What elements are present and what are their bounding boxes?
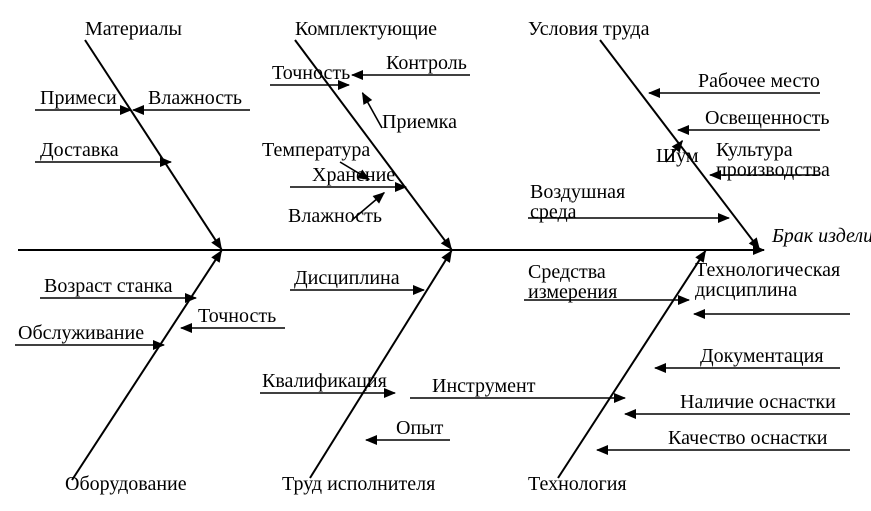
c-obsluzh-label: Обслуживание bbox=[18, 322, 144, 344]
c-kultura-label-1: производства bbox=[716, 159, 830, 181]
c-rabmesto-label: Рабочее место bbox=[698, 70, 820, 92]
c-dostavka-label: Доставка bbox=[40, 139, 119, 161]
c-osvesh-label: Освещенность bbox=[705, 107, 829, 129]
c-dokum-label: Документация bbox=[700, 345, 824, 367]
c-tochnost1-label: Точность bbox=[272, 62, 350, 84]
ishikawa-diagram: Брак изделия Материалы Комплектующие Услови… bbox=[0, 0, 871, 511]
c-kontrol-label: Контроль bbox=[386, 52, 467, 74]
c-kvalif-label: Квалификация bbox=[262, 370, 387, 392]
c-vozrast-label: Возраст станка bbox=[44, 275, 173, 297]
c-vlazh2-label: Влажность bbox=[288, 205, 382, 227]
c-vozdush-label-1: среда bbox=[530, 201, 577, 223]
effect-label: Брак изделия bbox=[771, 225, 871, 247]
cat-conditions-label: Условия труда bbox=[528, 18, 650, 40]
c-vozdush-label-0: Воздушная bbox=[530, 181, 625, 203]
spine-arrow bbox=[18, 245, 765, 255]
c-nalichie-label: Наличие оснастки bbox=[680, 391, 836, 413]
c-tehdisc-arrow bbox=[693, 309, 850, 319]
c-temp-label: Температура bbox=[262, 139, 370, 161]
c-shum-label: Шум bbox=[656, 145, 699, 167]
c-opyt-label: Опыт bbox=[396, 417, 444, 439]
c-priemka-arrow bbox=[362, 92, 382, 128]
c-primesi-label: Примеси bbox=[40, 87, 117, 109]
cat-components-label: Комплектующие bbox=[295, 18, 437, 40]
c-tehdisc-label-1: дисциплина bbox=[695, 279, 797, 301]
c-tochnost2-label: Точность bbox=[198, 305, 276, 327]
cat-technology-label: Технология bbox=[528, 473, 627, 495]
c-kachestvo-label: Качество оснастки bbox=[668, 427, 828, 449]
c-vlazh1-label: Влажность bbox=[148, 87, 242, 109]
c-instrument-label: Инструмент bbox=[432, 375, 536, 397]
c-disciplina-label: Дисциплина bbox=[294, 267, 400, 289]
cat-labor-label: Труд исполнителя bbox=[282, 473, 435, 495]
c-sredstva-label-1: измерения bbox=[528, 281, 617, 303]
c-sredstva-label-0: Средства bbox=[528, 261, 606, 283]
cat-equipment-label: Оборудование bbox=[65, 473, 187, 495]
c-tehdisc-label-0: Технологическая bbox=[695, 259, 840, 281]
c-kultura-label-0: Культура bbox=[716, 139, 793, 161]
cat-materials-label: Материалы bbox=[85, 18, 182, 40]
c-hranenie-label: Хранение bbox=[312, 164, 395, 186]
c-priemka-label: Приемка bbox=[382, 111, 457, 133]
